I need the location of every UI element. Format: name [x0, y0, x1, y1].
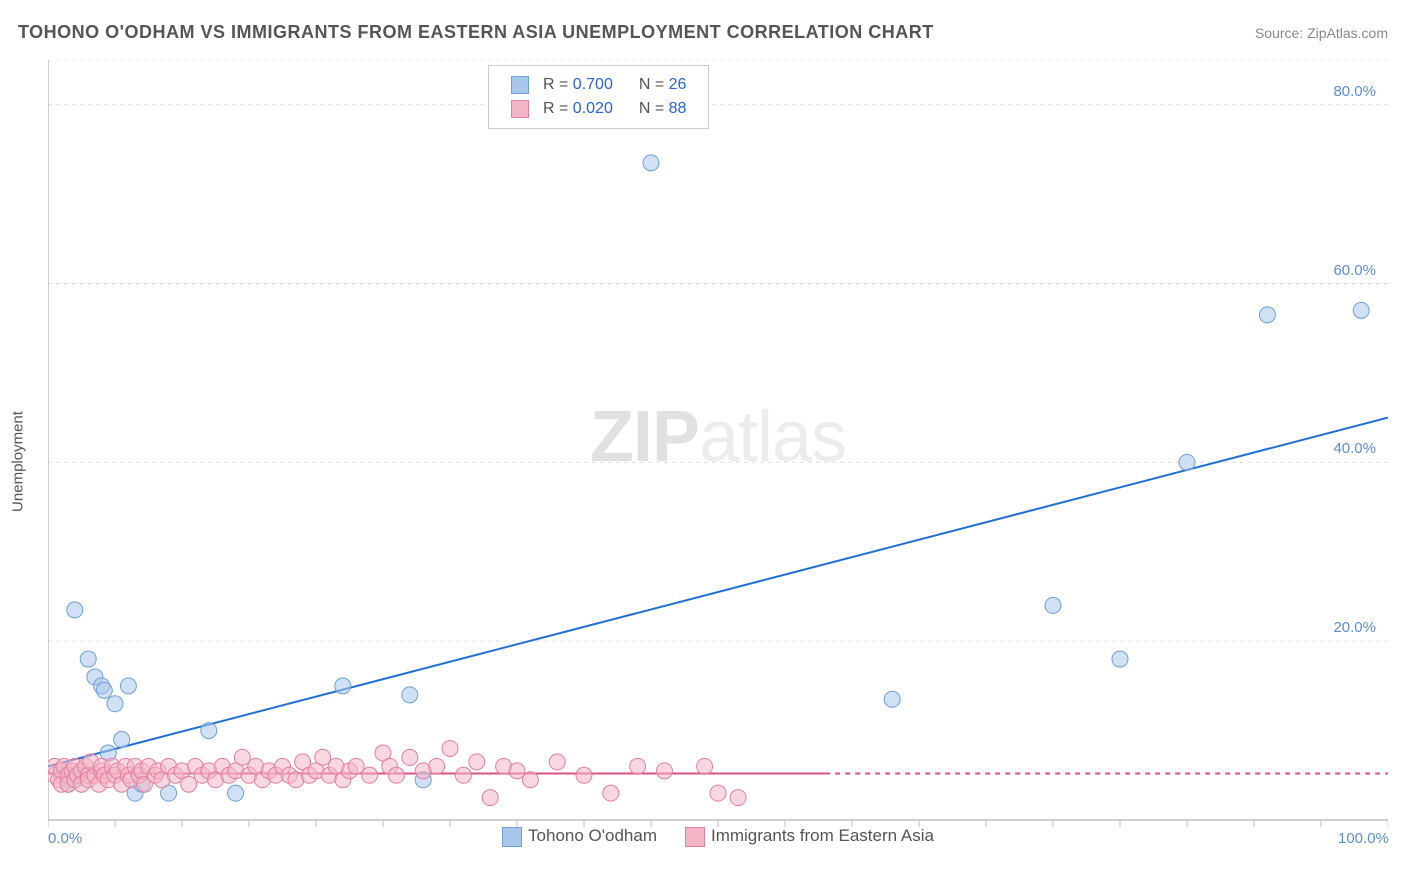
legend-swatch [511, 100, 529, 118]
legend-label: Immigrants from Eastern Asia [711, 826, 934, 845]
legend-item: Tohono O'odham [502, 826, 657, 845]
r-label: R = [543, 76, 568, 93]
y-axis-label: Unemployment [10, 411, 27, 512]
chart-container: Unemployment ZIPatlas R = 0.700N = 26R =… [48, 60, 1388, 845]
stats-legend: R = 0.700 N = 26 R = 0.020 N = 88 [488, 65, 709, 129]
legend-item: Immigrants from Eastern Asia [685, 826, 934, 845]
chart-title: TOHONO O'ODHAM VS IMMIGRANTS FROM EASTER… [18, 22, 934, 43]
legend-swatch [511, 76, 529, 94]
legend-swatch [502, 827, 522, 847]
r-value: 0.700 [573, 76, 613, 93]
y-tick-label: 80.0% [1333, 83, 1376, 100]
y-tick-label: 40.0% [1333, 440, 1376, 457]
y-tick-label: 60.0% [1333, 262, 1376, 279]
x-tick-label: 100.0% [1338, 830, 1389, 847]
n-label: N = [639, 100, 664, 117]
r-value: 0.020 [573, 100, 613, 117]
x-tick-label: 0.0% [48, 830, 82, 847]
scatter-plot [48, 60, 1388, 845]
n-value: 26 [669, 76, 687, 93]
legend-swatch [685, 827, 705, 847]
n-value: 88 [669, 100, 687, 117]
y-tick-label: 20.0% [1333, 619, 1376, 636]
source-attribution: Source: ZipAtlas.com [1255, 25, 1388, 41]
series-legend: Tohono O'odham Immigrants from Eastern As… [48, 826, 1388, 847]
r-label: R = [543, 100, 568, 117]
n-label: N = [639, 76, 664, 93]
legend-label: Tohono O'odham [528, 826, 657, 845]
